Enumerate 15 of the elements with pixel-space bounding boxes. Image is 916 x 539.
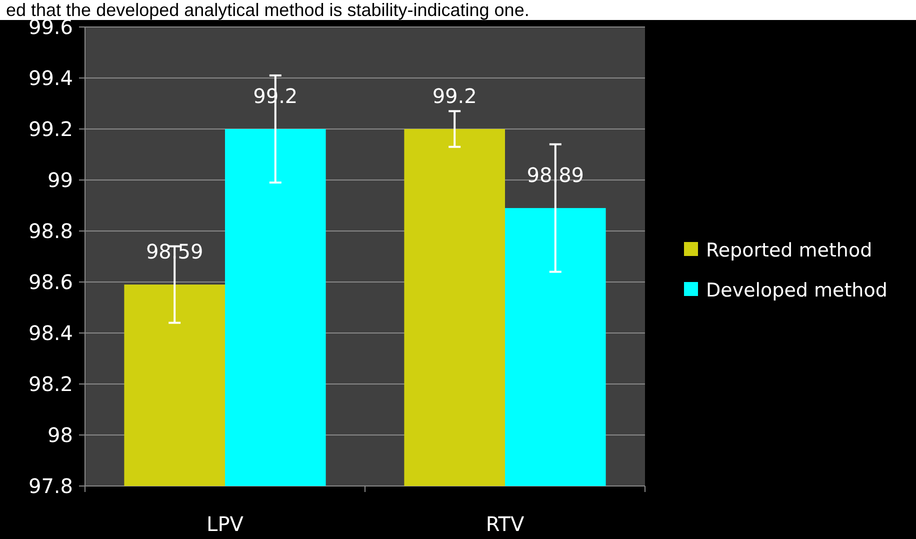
y-tick-label: 99 bbox=[48, 168, 73, 192]
y-tick-label: 97.8 bbox=[28, 474, 73, 498]
y-tick-label: 98.4 bbox=[28, 321, 73, 345]
x-tick-label: LPV bbox=[206, 512, 244, 536]
y-tick-label: 98.8 bbox=[28, 219, 73, 243]
y-tick-label: 99.4 bbox=[28, 66, 73, 90]
y-tick-label: 98.2 bbox=[28, 372, 73, 396]
text: ed that the developed analytical method is stability-indicating one. bbox=[6, 0, 530, 20]
y-tick-label: 99.2 bbox=[28, 117, 73, 141]
x-tick-label: RTV bbox=[486, 512, 524, 536]
legend-label: Reported method bbox=[706, 240, 872, 262]
legend-label: Developed method bbox=[706, 280, 888, 302]
y-tick-label: 98 bbox=[48, 423, 73, 447]
data-label: 99.2 bbox=[432, 84, 477, 108]
y-tick-label: 98.6 bbox=[28, 270, 73, 294]
